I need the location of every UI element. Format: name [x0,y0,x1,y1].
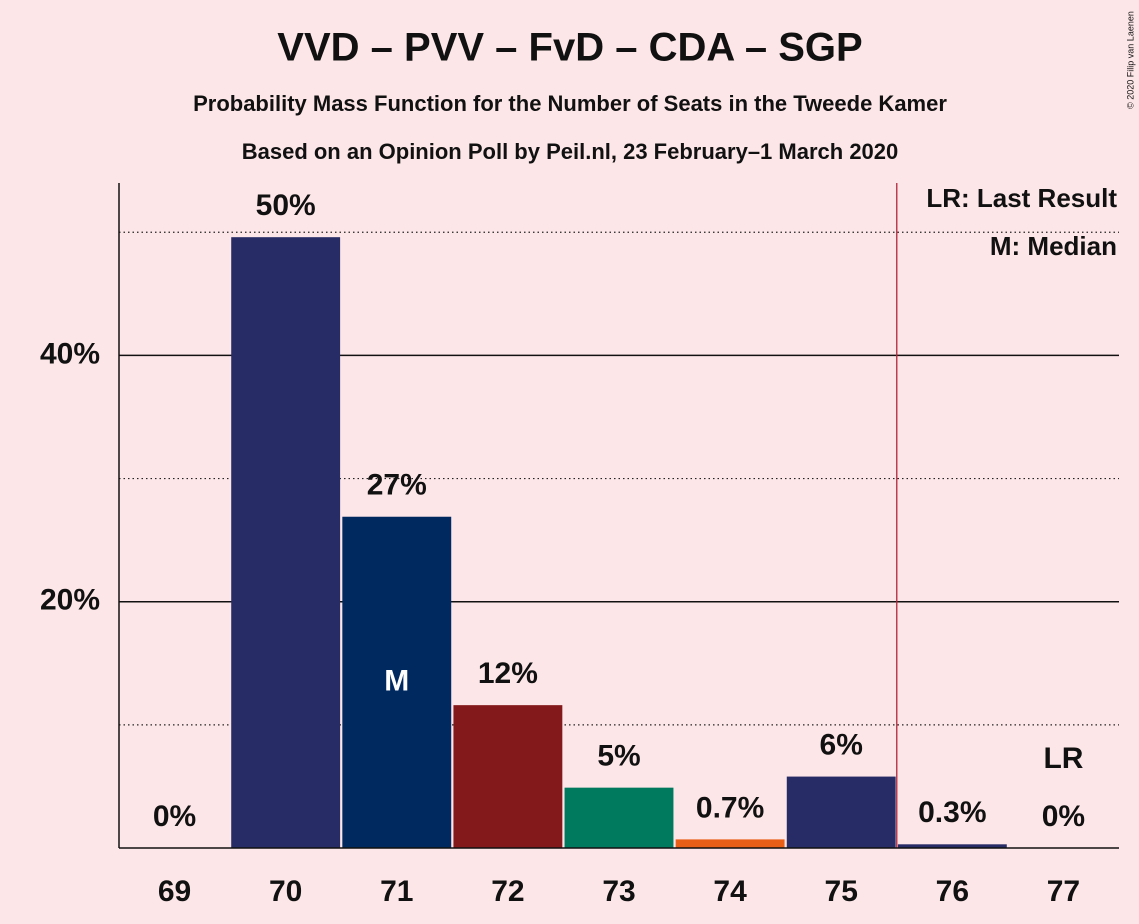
bar [786,776,896,848]
y-tick-label: 20% [40,584,100,617]
bar [564,787,674,848]
chart-subtitle: Based on an Opinion Poll by Peil.nl, 23 … [242,139,899,164]
value-label: 12% [478,657,538,690]
legend-entry: LR: Last Result [926,183,1117,213]
value-label: 0% [1042,800,1085,833]
last-result-label: LR [1043,742,1083,775]
chart-title: VVD – PVV – FvD – CDA – SGP [277,26,862,70]
value-label: 5% [597,740,640,773]
value-label: 0.7% [696,791,764,824]
x-tick-label: 77 [1047,875,1080,908]
x-tick-label: 75 [825,875,858,908]
x-tick-label: 72 [491,875,524,908]
value-label: 0.3% [918,796,986,829]
bar [897,844,1007,848]
value-label: 0% [153,800,196,833]
bar [675,839,785,848]
value-label: 6% [820,728,863,761]
chart-subtitle: Probability Mass Function for the Number… [193,91,947,116]
x-tick-label: 73 [602,875,635,908]
x-tick-label: 76 [936,875,969,908]
bar [453,705,563,848]
y-tick-label: 40% [40,337,100,370]
x-tick-label: 71 [380,875,413,908]
median-label: M [384,664,409,697]
bar [231,237,341,848]
value-label: 50% [256,189,316,222]
bar [342,516,452,848]
x-tick-label: 74 [713,875,747,908]
x-tick-label: 70 [269,875,302,908]
copyright: © 2020 Filip van Laenen [1125,11,1135,109]
value-label: 27% [367,469,427,502]
legend-entry: M: Median [990,231,1117,261]
x-tick-label: 69 [158,875,191,908]
